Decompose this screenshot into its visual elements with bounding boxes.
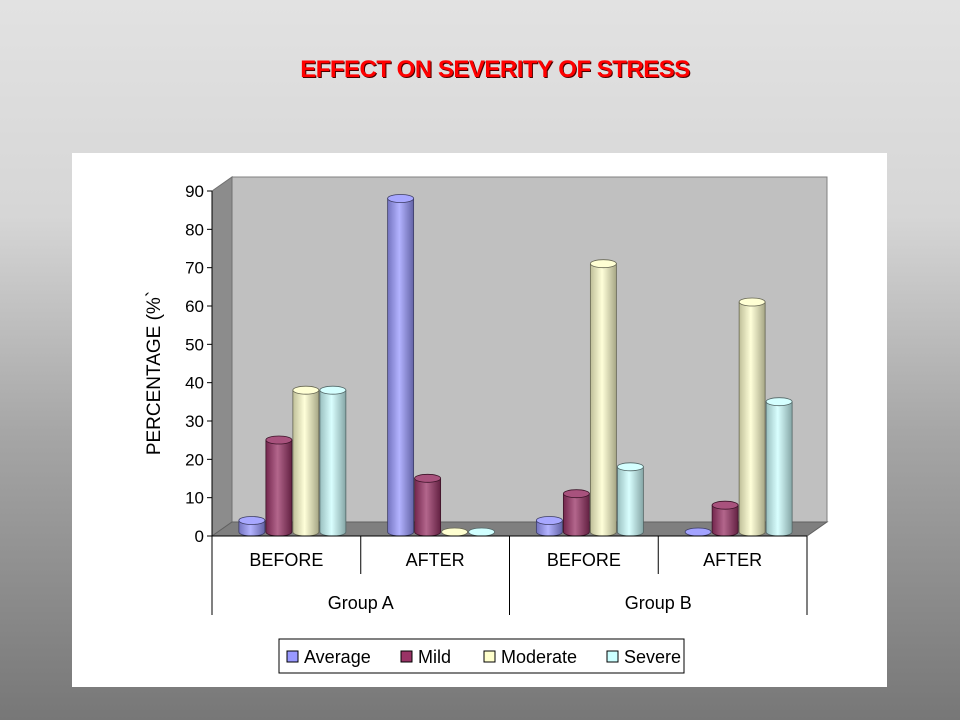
chart-area: 0 10 20 30 40 50 60 70 80 90 BEFORE AFTER BEFORE AFT… [72,153,887,687]
bar-top [535,516,563,525]
y-tick-label: 20 [185,450,204,469]
bar [238,516,266,537]
y-tick-label: 60 [185,297,204,316]
bar [292,385,320,537]
x-axis: BEFORE AFTER BEFORE AFTER Group A Group B [211,535,808,615]
legend-swatch [606,650,619,663]
bar [738,297,766,537]
legend-swatch [286,650,299,663]
bar [414,473,442,537]
y-tick-label: 70 [185,259,204,278]
bar [616,462,644,537]
y-tick-label: 10 [185,489,204,508]
y-tick-label: 80 [185,220,204,239]
side-wall [211,176,233,537]
bar [765,397,793,537]
bar [319,385,347,537]
x-category-label: AFTER [406,550,465,570]
bar-body [292,389,320,537]
y-axis: 0 10 20 30 40 50 60 70 80 90 [185,182,213,546]
bar-top [765,397,793,407]
y-axis-title: PERCENTAGE (%` [144,291,165,455]
bar-top [387,194,415,203]
bar-body [711,504,739,537]
legend-swatch [483,650,496,663]
bar-top [738,297,766,307]
y-tick-label: 90 [185,182,204,201]
bar-body [616,466,644,537]
y-tick-label: 40 [185,374,204,393]
bar-top [265,435,293,445]
x-group-label: Group B [625,593,692,613]
bar-top [616,462,644,472]
bar-body [387,198,415,537]
bar-chart: 0 10 20 30 40 50 60 70 80 90 BEFORE AFTER BEFORE AFT… [144,176,829,674]
bar-top [562,489,590,499]
bar-top [684,527,712,537]
bar-top [319,385,347,395]
legend-label: Average [304,647,371,667]
bar-top [468,527,496,537]
bar [711,500,739,537]
legend-label: Mild [418,647,451,667]
bar [535,516,563,537]
bar-body [562,493,590,537]
bar [684,527,712,537]
bar-body [589,263,617,537]
bar-body [265,439,293,537]
y-tick-label: 0 [195,527,204,546]
bar [589,259,617,537]
slide-title: EFFECT ON SEVERITY OF STRESS [300,56,690,83]
bar-top [292,385,320,395]
legend-label: Severe [624,647,681,667]
bar-body [319,389,347,537]
bar-top [589,259,617,269]
bar [468,527,496,537]
x-category-label: BEFORE [547,550,621,570]
x-category-label: BEFORE [249,550,323,570]
y-tick-label: 50 [185,335,204,354]
bar-top [711,500,739,510]
bar [441,527,469,537]
bar [265,435,293,537]
bar-body [738,301,766,537]
bar-body [765,401,793,537]
bar-top [238,516,266,525]
x-category-label: AFTER [703,550,762,570]
legend-swatch [400,650,413,663]
x-group-label: Group A [328,593,394,613]
bars [238,194,793,537]
bar-body [414,477,442,537]
legend-label: Moderate [501,647,577,667]
legend: Average Mild Moderate Severe [278,638,685,674]
bar-top [414,473,442,483]
y-tick-label: 30 [185,412,204,431]
bar [387,194,415,537]
bar-top [441,527,469,537]
bar [562,489,590,537]
